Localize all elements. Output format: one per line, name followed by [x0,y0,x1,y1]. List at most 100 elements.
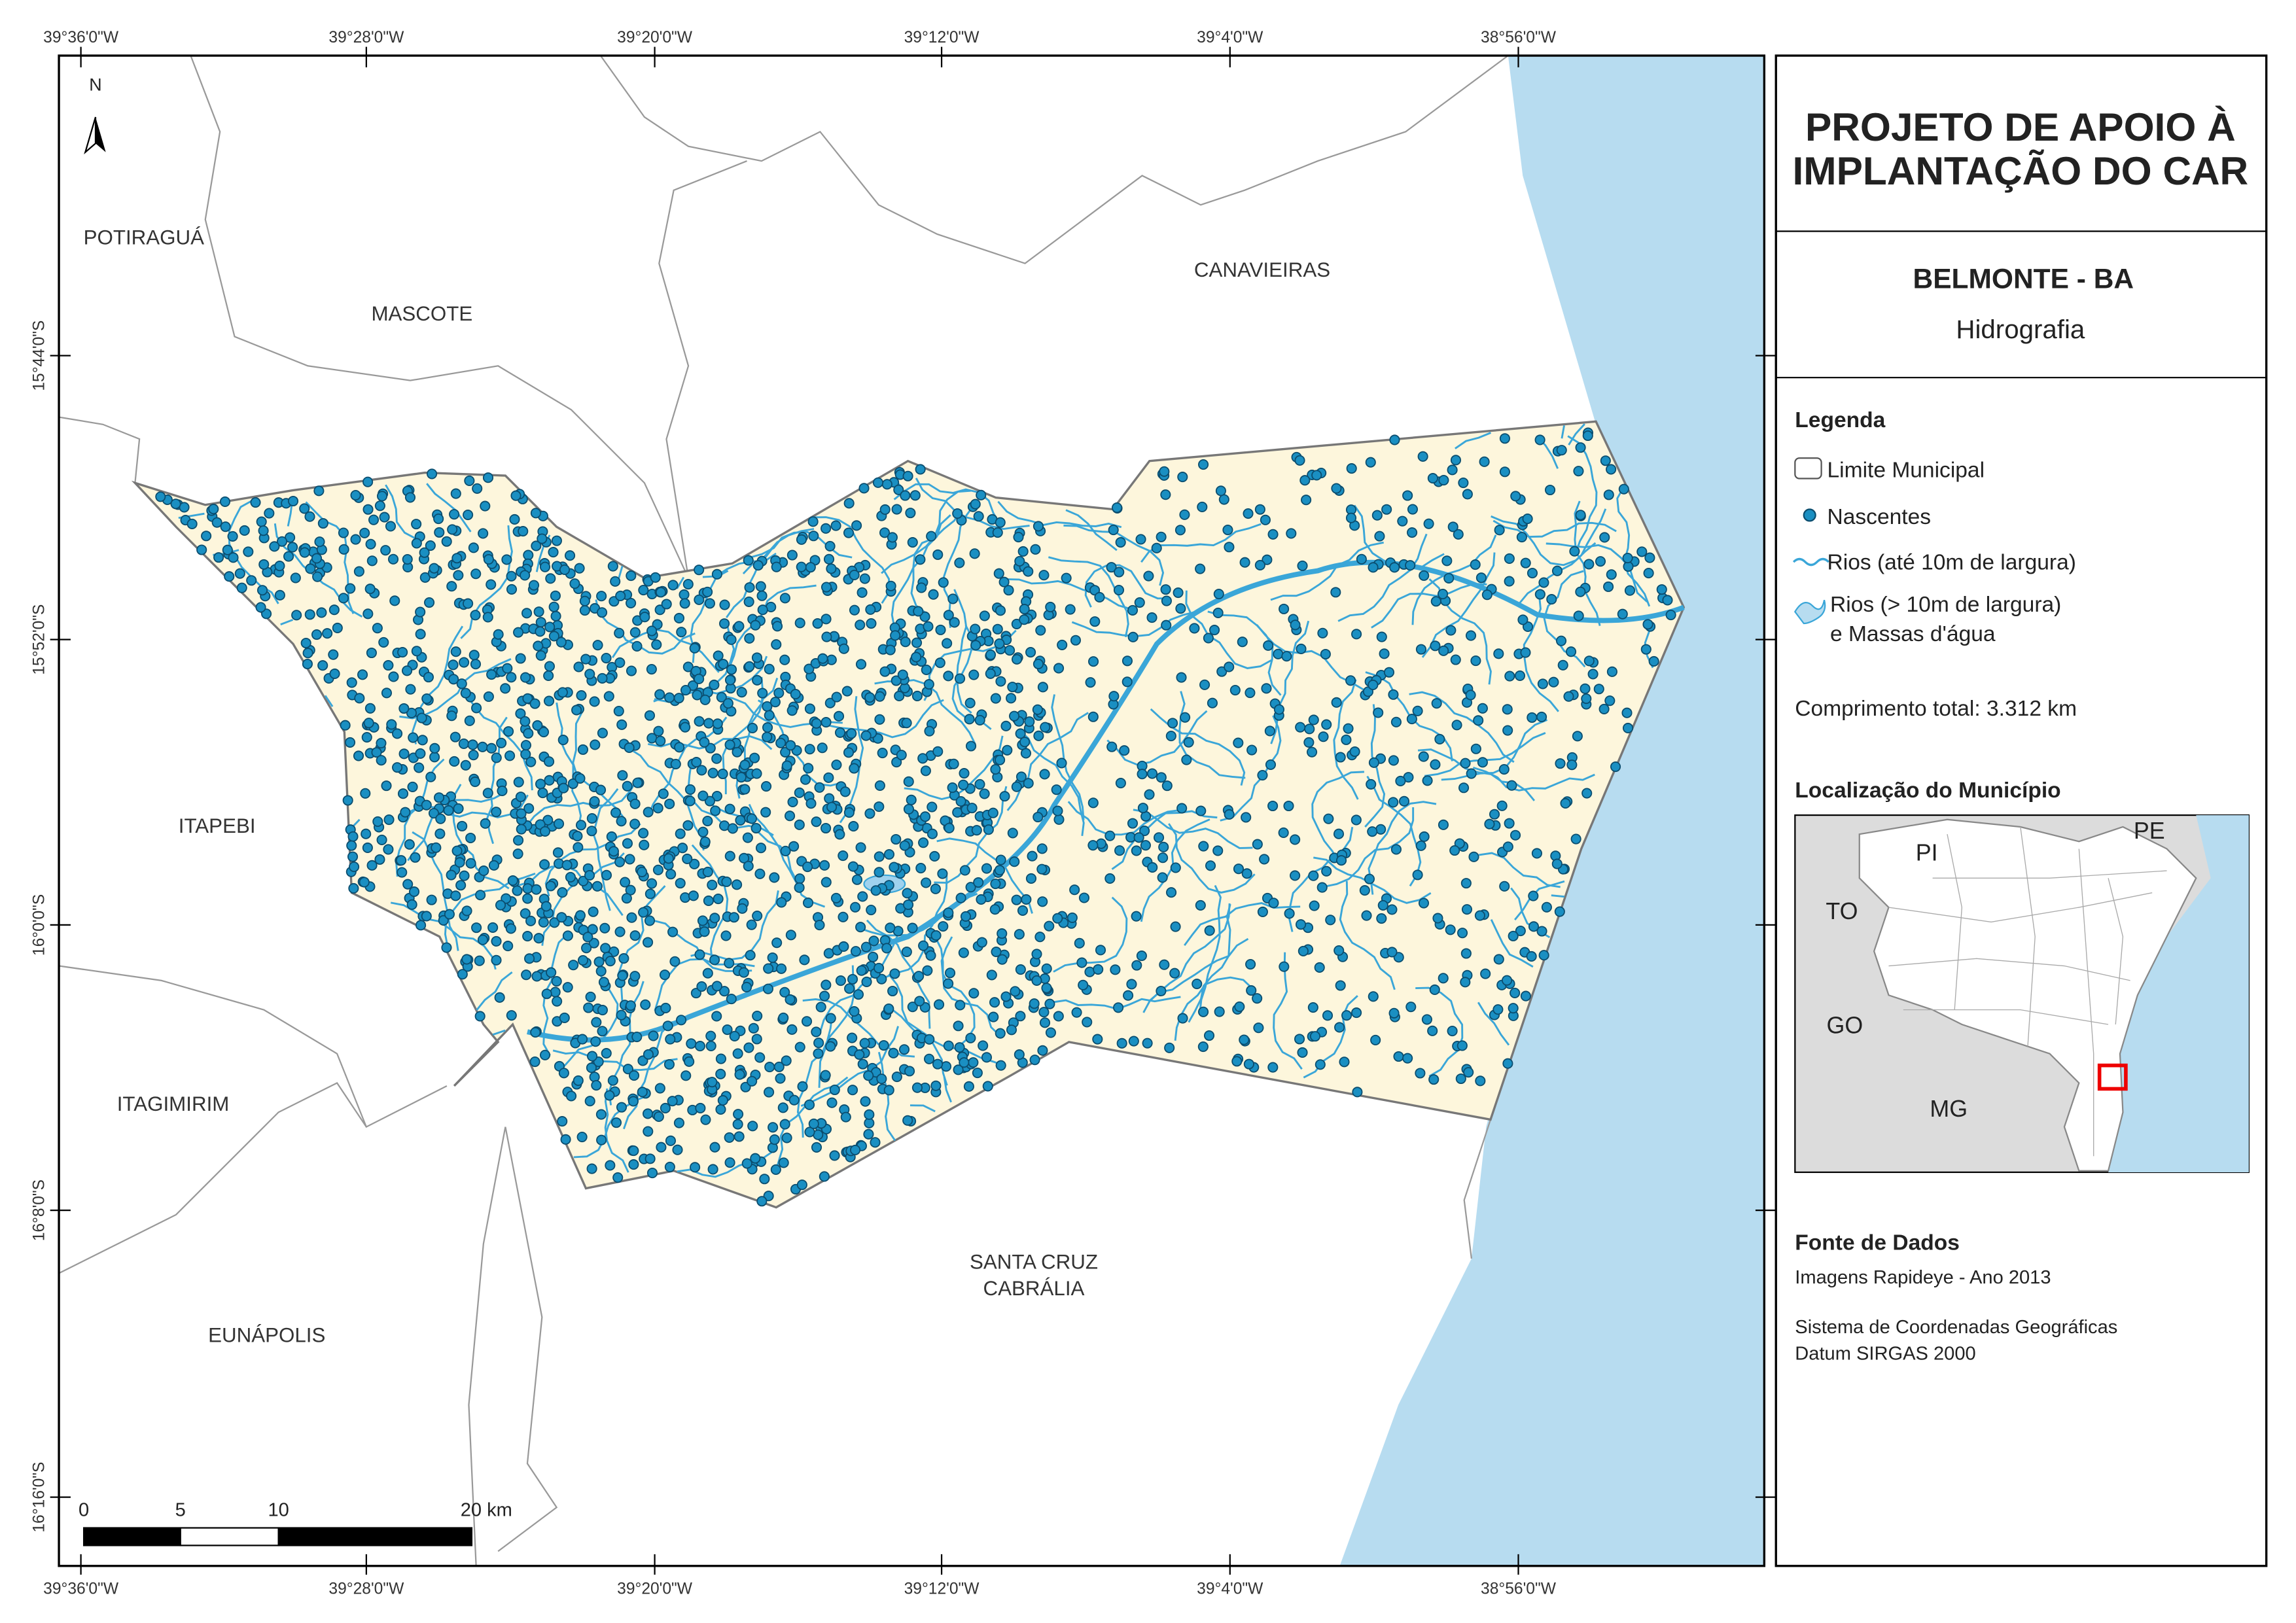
spring [407,781,418,792]
spring [213,552,224,563]
spring [1245,688,1256,699]
spring [1377,899,1388,911]
spring [1461,904,1473,915]
spring [1622,552,1633,564]
spring [750,1153,761,1164]
spring [1376,631,1387,642]
spring [1053,1011,1064,1022]
spring [938,921,949,932]
spring [1286,528,1297,539]
spring [322,628,333,639]
spring [850,1144,861,1156]
spring [1438,474,1449,486]
spring [1039,769,1050,780]
spring [632,777,643,788]
spring [460,688,471,699]
spring [1133,832,1144,843]
spring [1030,544,1041,555]
spring [615,590,626,602]
spring [405,684,416,695]
river [676,576,685,589]
spring [1341,1010,1352,1021]
spring [1246,744,1258,756]
spring [1308,714,1319,725]
spring [707,1077,718,1088]
spring [1527,712,1538,723]
spring [944,968,956,979]
spring [745,950,756,961]
spring [474,1011,486,1022]
spring [1114,567,1125,578]
spring [891,504,902,515]
spring [747,1121,758,1132]
river [1455,432,1491,449]
spring [1304,724,1315,735]
spring [1489,809,1500,820]
spring [553,818,565,829]
spring [989,997,1000,1008]
spring [860,730,872,741]
river [691,844,729,962]
spring [994,865,1005,876]
spring [1499,881,1510,892]
spring [1438,819,1449,830]
spring [397,647,408,658]
spring [760,780,772,792]
spring [1325,915,1336,926]
spring [778,1012,789,1023]
spring [1466,768,1477,779]
legend-item: Nascentes [1828,505,1932,529]
spring [695,1102,706,1114]
north-arrow: N [84,75,106,154]
spring [686,1038,697,1049]
spring [856,965,867,976]
spring [1565,646,1577,657]
spring [1367,826,1378,837]
state-label: GO [1827,1012,1863,1038]
spring [764,1087,775,1098]
spring [614,926,626,937]
spring [347,831,359,842]
spring [978,1040,989,1051]
spring [1390,844,1402,855]
spring [726,664,737,675]
spring [684,1056,695,1067]
spring [567,778,578,790]
spring [987,807,998,818]
spring [374,500,385,512]
spring [522,931,533,942]
spring [1566,759,1578,771]
spring [968,1057,979,1068]
spring [1214,1006,1225,1017]
spring [964,714,975,725]
spring [1335,855,1347,866]
spring [1430,640,1441,652]
spring [468,542,479,553]
spring [1419,570,1430,581]
spring [1517,614,1528,625]
spring [925,950,936,961]
spring [673,612,684,624]
spring [513,777,524,788]
spring [907,1002,918,1013]
spring [317,517,328,529]
spring [573,842,584,853]
spring [1423,518,1434,529]
spring [574,773,586,784]
state-label: PI [1916,839,1938,865]
spring [1134,597,1145,608]
river [877,1051,896,1142]
spring [811,816,822,828]
spring [1383,667,1395,678]
spring [861,976,872,987]
spring [992,623,1003,635]
spring [610,807,622,818]
spring [756,1196,768,1207]
spring [586,826,597,837]
spring [680,684,692,696]
spring [779,1119,790,1130]
spring [548,631,559,642]
spring [1330,587,1341,598]
spring [631,640,643,652]
river [796,1015,834,1138]
